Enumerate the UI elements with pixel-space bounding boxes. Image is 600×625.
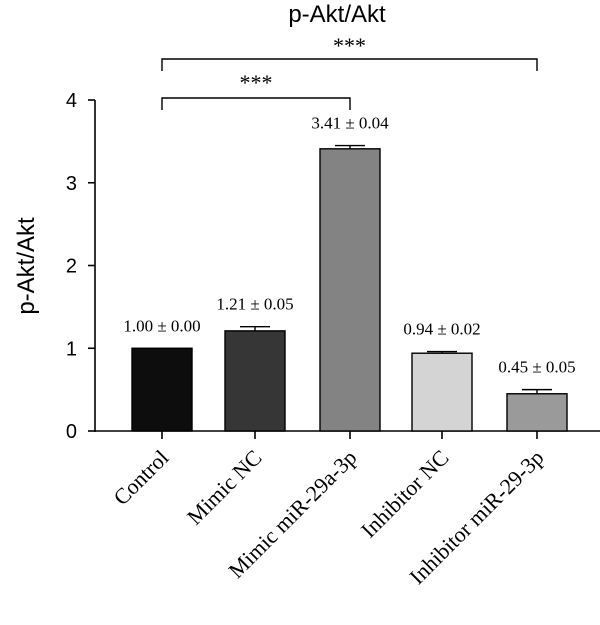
bar-labels: 1.00 ± 0.00 1.21 ± 0.05 3.41 ± 0.04 0.94 ± … [123, 114, 575, 377]
significance-label: *** [240, 70, 273, 95]
data-label: 1.21 ± 0.05 [216, 295, 293, 314]
error-bars [240, 144, 552, 394]
data-label: 0.94 ± 0.02 [403, 320, 480, 339]
category-label: Mimic NC [182, 445, 267, 530]
chart-title: p-Akt/Akt [288, 1, 386, 28]
data-label: 0.45 ± 0.05 [498, 358, 575, 377]
significance-brackets: *** *** [161, 33, 538, 110]
y-tick-label: 1 [66, 338, 77, 360]
significance-label: *** [333, 33, 366, 58]
bar [506, 393, 568, 432]
significance-bracket [161, 97, 351, 110]
y-axis-label: p-Akt/Akt [13, 217, 40, 315]
y-tick-label: 3 [66, 173, 77, 195]
bar [224, 330, 286, 432]
y-tick-label: 4 [66, 90, 77, 112]
y-tick-label: 0 [66, 421, 77, 443]
category-label: Inhibitor NC [356, 445, 454, 543]
bar [319, 148, 381, 432]
category-label: Control [108, 445, 173, 510]
data-label: 1.00 ± 0.00 [123, 316, 200, 335]
data-label: 3.41 ± 0.04 [311, 114, 389, 133]
bar [131, 347, 193, 432]
y-tick-label: 2 [66, 256, 77, 278]
significance-bracket [161, 58, 538, 71]
bars [131, 148, 568, 432]
bar [411, 352, 473, 432]
